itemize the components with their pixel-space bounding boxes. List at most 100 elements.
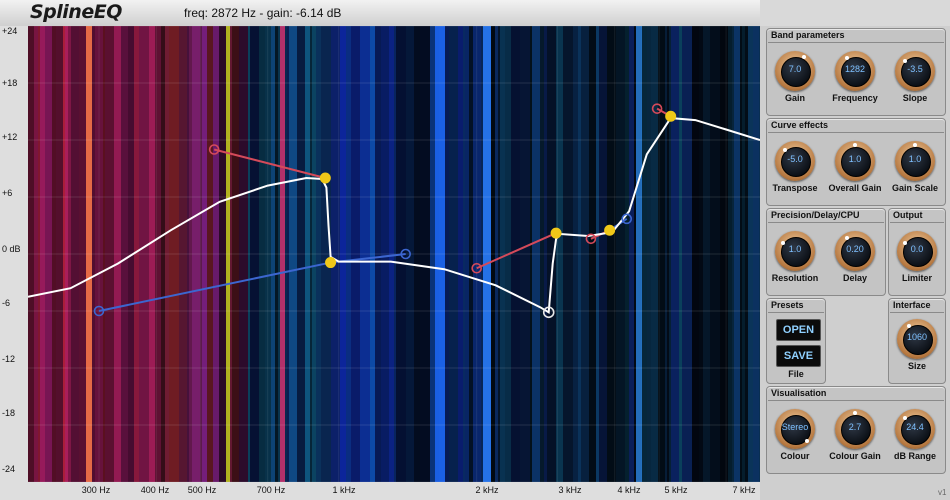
freq-tick-label: 500 Hz	[187, 485, 217, 495]
knob-label: Transpose	[772, 183, 818, 193]
gain-knob[interactable]: 7.0 Gain	[775, 51, 815, 103]
tangent-handle-point[interactable]	[208, 144, 220, 155]
eq-node-point[interactable]	[325, 257, 337, 269]
tangent-handle-point[interactable]	[471, 262, 482, 274]
overall-gain-knob[interactable]: 1.0 Overall Gain	[828, 141, 882, 193]
spectrum-peak	[636, 26, 642, 482]
knob-value: 2.7	[848, 422, 862, 432]
spectrum-band	[265, 26, 272, 482]
app-logo: SplineEQ	[30, 1, 122, 23]
open-preset-button[interactable]: OPEN	[776, 319, 821, 341]
spectrum-band	[271, 26, 276, 482]
eq-node-point[interactable]	[665, 110, 677, 122]
colour-knob[interactable]: Stereo Colour	[775, 409, 815, 461]
spectrum-band	[321, 26, 332, 482]
spectrum-band	[38, 26, 41, 482]
spectrum-band	[370, 26, 376, 482]
spectrum-band	[103, 26, 106, 482]
tangent-handle-point[interactable]	[621, 213, 633, 225]
spectrum-band	[607, 26, 617, 482]
knob-value: 1.0	[788, 244, 802, 254]
frequency-axis: 300 Hz 400 Hz 500 Hz 700 Hz 1 kHz 2 kHz …	[0, 482, 760, 500]
eq-curve[interactable]	[28, 117, 760, 314]
gain-scale-knob[interactable]: 1.0 Gain Scale	[892, 141, 938, 193]
eq-node-point[interactable]	[319, 172, 331, 184]
tangent-handle-point[interactable]	[93, 305, 105, 317]
spectrum-band	[213, 26, 220, 482]
spectrum-band	[250, 26, 260, 482]
spectrum-band	[95, 26, 104, 482]
spectrum-band	[375, 26, 382, 482]
spectrum-band	[289, 26, 298, 482]
version-label: v1	[938, 488, 947, 497]
spectrum-band	[192, 26, 201, 482]
spectrum-band	[340, 26, 347, 482]
knob-label: Slope	[902, 93, 928, 103]
spectrum-band	[161, 26, 166, 482]
spectrum-band	[596, 26, 600, 482]
limiter-knob[interactable]: 0.0 Limiter	[897, 231, 937, 283]
knob-label: dB Range	[893, 451, 936, 461]
freq-gain-readout: freq: 2872 Hz - gain: -6.14 dB	[184, 6, 342, 20]
spectrum-band	[239, 26, 249, 482]
eq-node-point[interactable]	[604, 224, 616, 236]
gain-tick-label: -12	[2, 354, 16, 364]
spectrum-band	[179, 26, 188, 482]
knob-label: Size	[907, 361, 926, 371]
gain-tick-label: -24	[2, 464, 16, 474]
spectrum-band	[351, 26, 361, 482]
spectrum-band	[114, 26, 122, 482]
control-points[interactable]	[93, 103, 677, 319]
tangent-handle-point[interactable]	[585, 233, 597, 245]
control-panel: Band parameters 7.0 Gain 1282 Frequency …	[760, 26, 950, 500]
spectrum-band	[578, 26, 582, 482]
spectrum-band	[134, 26, 140, 482]
freq-tick-label: 1 kHz	[332, 485, 356, 495]
frequency-knob[interactable]: 1282 Frequency	[832, 51, 878, 103]
spectrum-band	[389, 26, 395, 482]
spectrum-band	[692, 26, 700, 482]
spectrum-band	[305, 26, 311, 482]
eq-node-point[interactable]	[550, 227, 562, 239]
knob-label: Gain Scale	[891, 183, 939, 193]
spectrum-band	[68, 26, 72, 482]
colour-gain-knob[interactable]: 2.7 Colour Gain	[829, 409, 881, 461]
spectrum-band	[720, 26, 729, 482]
transpose-knob[interactable]: -5.0 Transpose	[772, 141, 818, 193]
delay-knob[interactable]: 0.20 Delay	[835, 231, 875, 283]
eq-graph[interactable]	[28, 26, 760, 482]
spectrum-band	[89, 26, 96, 482]
visualisation-group: Visualisation Stereo Colour 2.7 Colour G…	[766, 386, 946, 474]
freq-tick-label: 700 Hz	[256, 485, 286, 495]
spectrum-band	[498, 26, 501, 482]
gain-axis: +24 +18 +12 +6 0 dB -6 -12 -18 -24	[0, 26, 28, 486]
spectrum-band	[430, 26, 436, 482]
spectrum-band	[149, 26, 156, 482]
spectrum-band	[420, 26, 431, 482]
gain-tick-label: +12	[2, 132, 18, 142]
tangent-handle-point[interactable]	[651, 103, 663, 114]
spectrum-band	[682, 26, 693, 482]
spectrum-band	[616, 26, 626, 482]
knob-value: 7.0	[788, 64, 802, 74]
spectrum-band	[360, 26, 371, 482]
spectrum-band	[563, 26, 574, 482]
db-range-knob[interactable]: 24.4 dB Range	[894, 409, 936, 461]
spectrum-band	[165, 26, 170, 482]
spectrum-band	[71, 26, 80, 482]
eq-graph-svg[interactable]	[28, 26, 760, 482]
knob-label: Overall Gain	[828, 183, 882, 193]
group-title: Curve effects	[771, 120, 829, 130]
selected-node-point[interactable]	[542, 306, 555, 319]
size-knob[interactable]: 1060 Size	[897, 319, 937, 371]
spectrum-band	[297, 26, 306, 482]
resolution-knob[interactable]: 1.0 Resolution	[772, 231, 818, 283]
spectrum-peak	[483, 26, 491, 482]
spectrum-band	[544, 26, 548, 482]
spectrum-band	[465, 26, 470, 482]
slope-knob[interactable]: -3.5 Slope	[895, 51, 935, 103]
knob-value: 0.20	[846, 244, 864, 254]
tangent-handle-point[interactable]	[400, 248, 411, 260]
save-preset-button[interactable]: SAVE	[776, 345, 821, 367]
spectrum-peak	[86, 26, 92, 482]
